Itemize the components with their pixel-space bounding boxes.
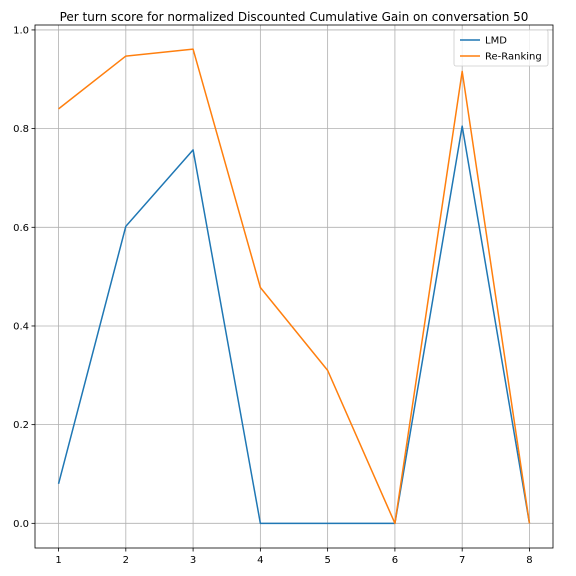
x-tick-label: 7: [459, 555, 465, 566]
chart-title: Per turn score for normalized Discounted…: [60, 10, 529, 24]
y-tick-label: 0.0: [13, 519, 29, 530]
x-tick-label: 1: [55, 555, 61, 566]
legend: LMD Re-Ranking: [453, 29, 549, 67]
x-tick-label: 4: [257, 555, 263, 566]
x-tick-label: 8: [526, 555, 532, 566]
legend-label-re-ranking: Re-Ranking: [485, 52, 542, 63]
series-line-re-ranking: [58, 48, 531, 525]
legend-label-lmd: LMD: [485, 36, 507, 47]
x-tick-label: 3: [190, 555, 196, 566]
y-tick-label: 1.0: [13, 25, 29, 36]
legend-box: [453, 29, 549, 67]
y-tick-label: 0.6: [13, 223, 29, 234]
plot-frame: [34, 24, 554, 549]
y-tick-label: 0.8: [13, 124, 29, 135]
y-tick-label: 0.4: [13, 321, 29, 332]
x-tick-label: 2: [123, 555, 129, 566]
grid-layer: [35, 25, 553, 548]
series-line-lmd: [57, 125, 531, 525]
x-tick-label: 5: [324, 555, 330, 566]
series-layer: [57, 48, 531, 525]
y-tick-label: 0.2: [13, 420, 29, 431]
x-tick-label: 6: [392, 555, 398, 566]
tick-layer: 1 2 3 4 5 6 7 8 0.0 0.2 0.4 0.6 0.8 1.0: [13, 25, 533, 566]
